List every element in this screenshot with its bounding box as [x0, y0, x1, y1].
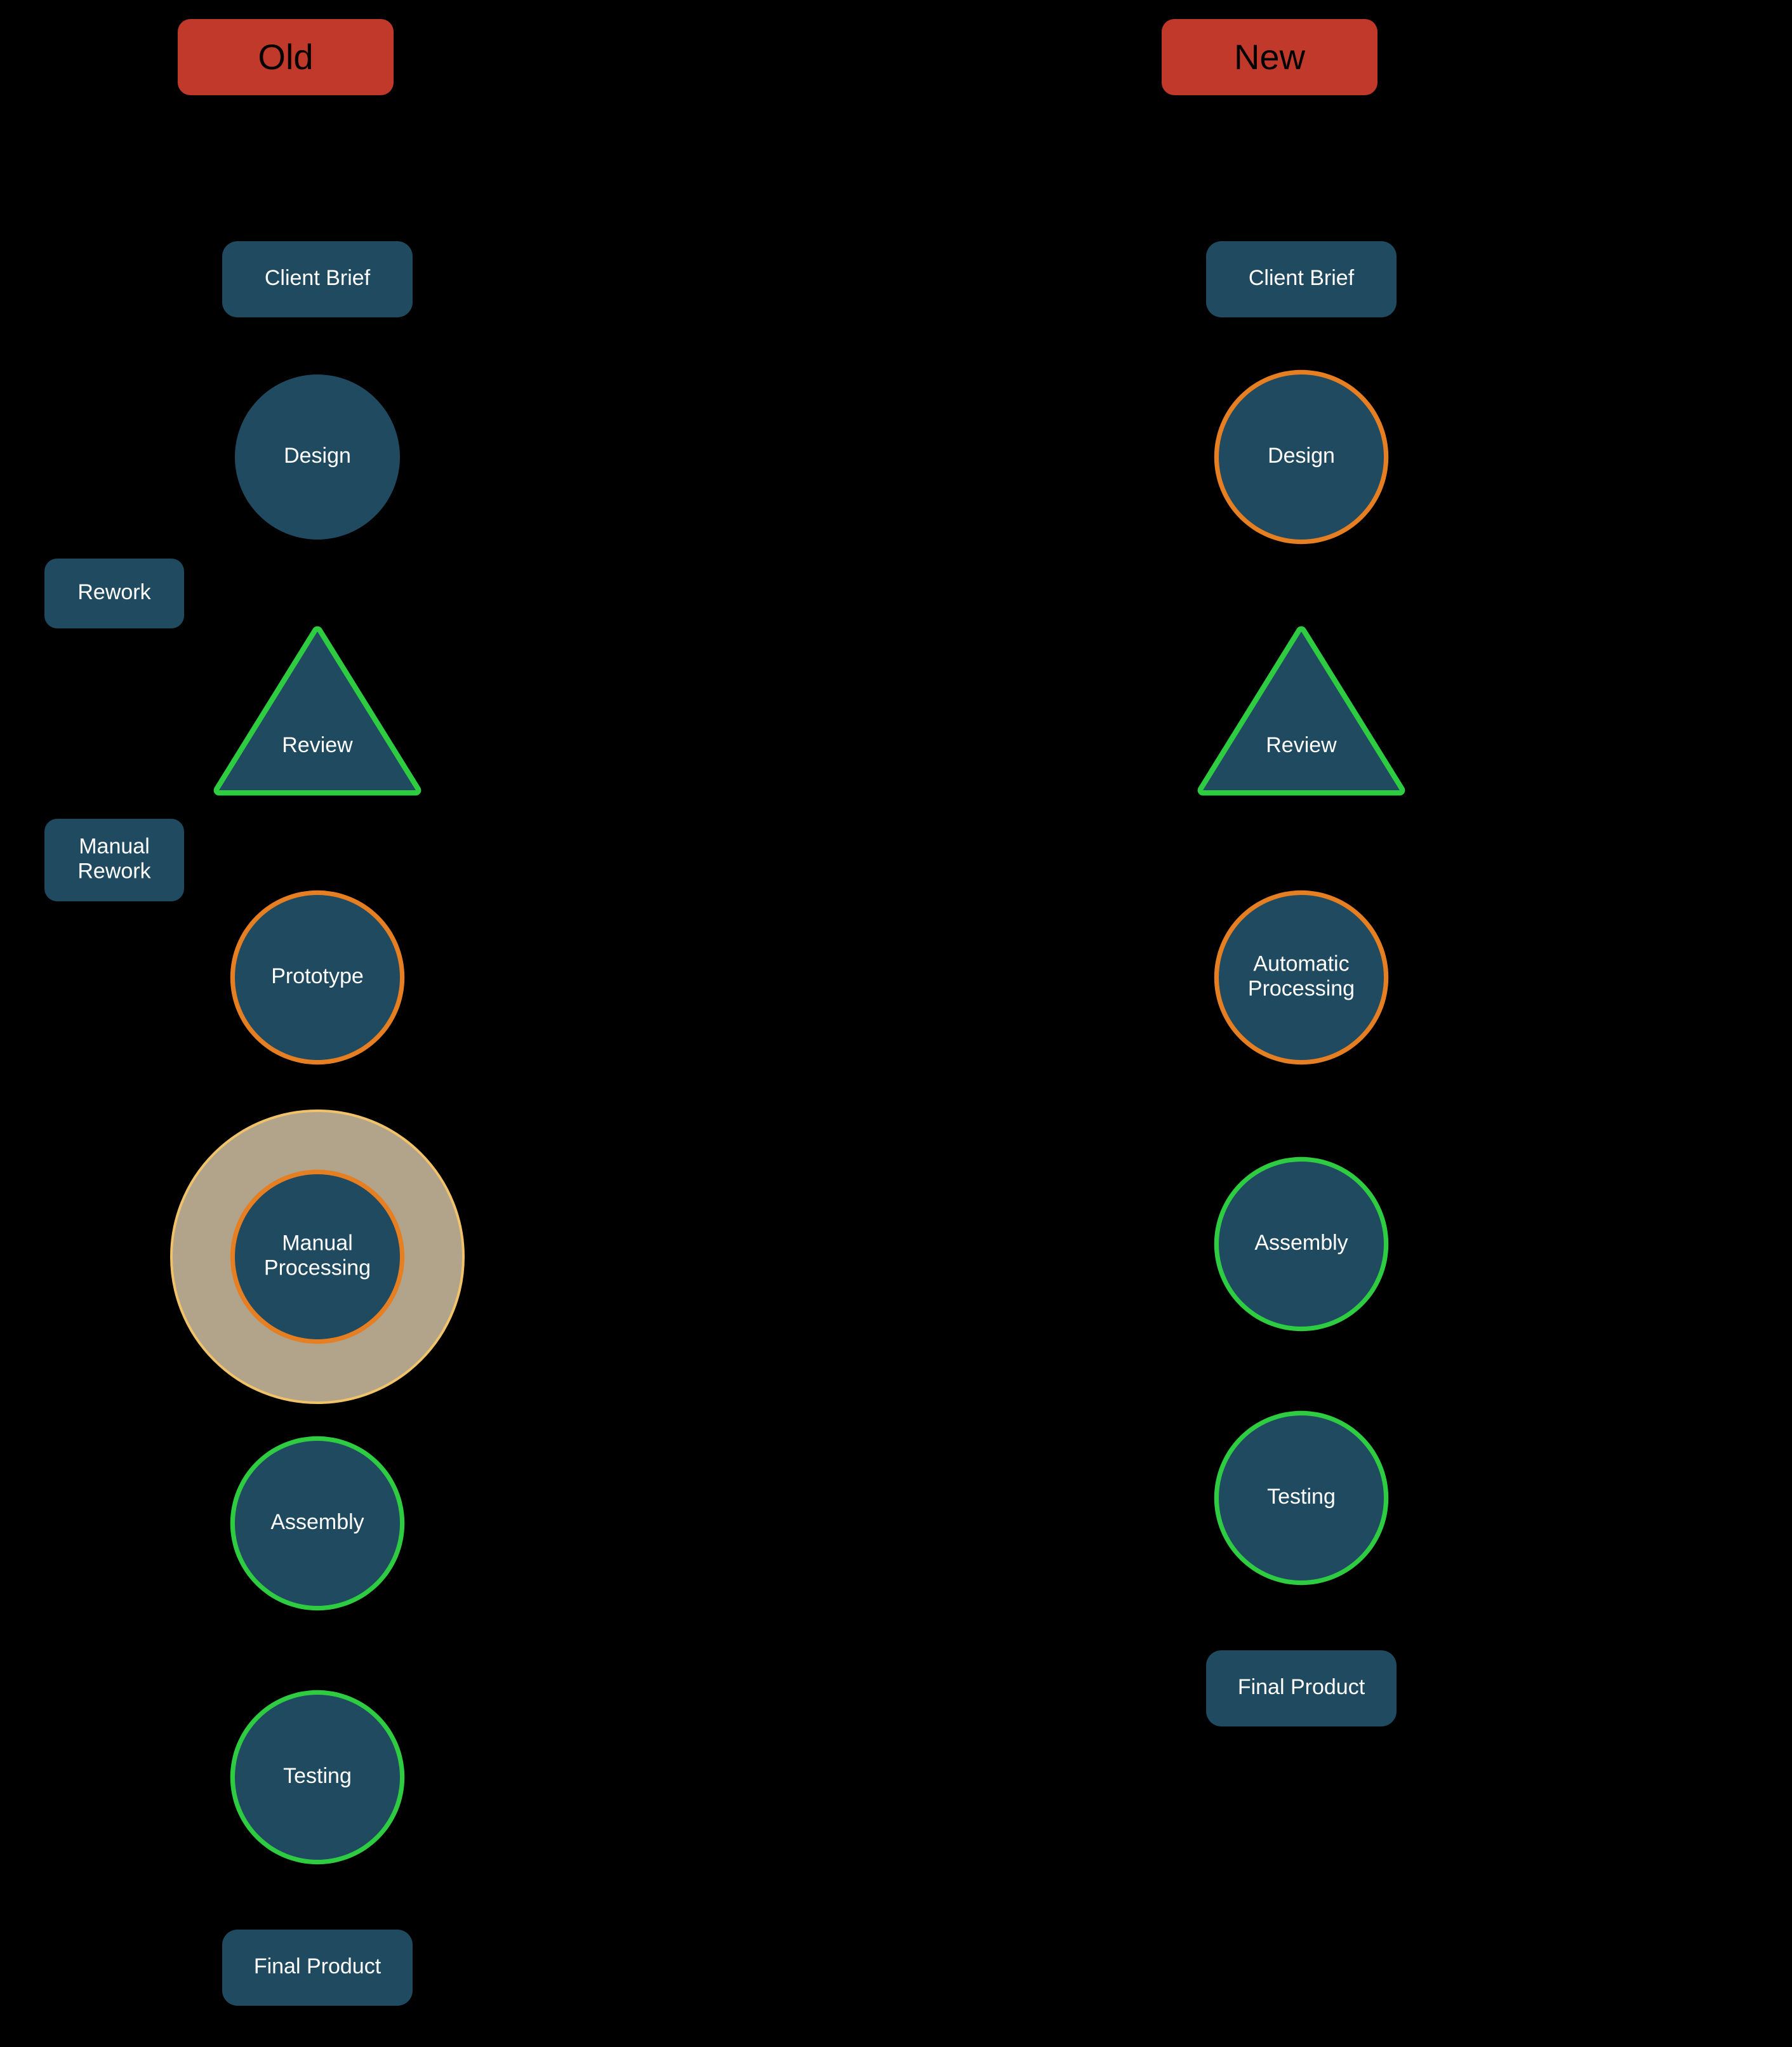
node-o-mrework: ManualRework [44, 819, 184, 901]
node-o-rework-label-0: Rework [77, 580, 151, 604]
node-n-testing-label-0: Testing [1267, 1485, 1336, 1509]
co-old-line-2: require Physical [617, 599, 780, 625]
node-o-design-label-0: Design [284, 444, 351, 468]
node-n-auto: AutomaticProcessing [1214, 891, 1388, 1064]
node-n-design: Design [1214, 370, 1388, 544]
node-o-review-label-0: Review [282, 733, 353, 757]
co-new-line-1: Scehmatics and Digital [1534, 570, 1767, 596]
node-n-review-label-0: Review [1266, 733, 1337, 757]
co-new-line-0: 2D +3D CAD [1584, 541, 1716, 567]
node-o-brief: Client Brief [222, 241, 413, 317]
node-n-final: Final Product [1206, 1650, 1397, 1726]
node-o-manual: ManualProcessing [171, 1111, 463, 1403]
node-o-mrework-label-1: Rework [77, 859, 151, 884]
node-n-assembly-label-0: Assembly [1254, 1231, 1348, 1255]
node-o-final-label-0: Final Product [254, 1954, 382, 1978]
node-n-assembly: Assembly [1214, 1157, 1388, 1331]
node-o-rework: Rework [44, 559, 184, 628]
node-n-brief-label-0: Client Brief [1249, 266, 1355, 290]
node-o-proto-label-0: Prototype [271, 964, 364, 988]
node-n-brief: Client Brief [1206, 241, 1397, 317]
node-o-design: Design [235, 374, 400, 540]
co-new-line-3: Digital Prototype [1567, 627, 1734, 653]
node-o-manual-label-1: Processing [264, 1256, 371, 1280]
co-old-line-3: Prototype [649, 627, 747, 653]
node-n-auto-label-1: Processing [1248, 977, 1355, 1001]
node-o-testing: Testing [230, 1690, 404, 1864]
node-o-assembly-label-0: Assembly [270, 1510, 364, 1534]
node-n-final-label-0: Final Product [1238, 1675, 1365, 1699]
node-o-proto: Prototype [230, 891, 404, 1064]
node-n-auto-label-0: Automatic [1253, 951, 1349, 976]
co-old-line-0: 2D Schematics provide [581, 541, 816, 567]
node-o-brief-label-0: Client Brief [265, 266, 371, 290]
hdr-new-label: New [1234, 37, 1306, 77]
co-new-line-2: Twin which generate a [1537, 599, 1765, 625]
node-o-manual-label-0: Manual [282, 1231, 353, 1255]
hdr-old-label: Old [258, 37, 313, 77]
node-o-final: Final Product [222, 1930, 413, 2006]
co-old-line-1: Electrical Design but [594, 570, 802, 596]
node-o-testing-label-0: Testing [283, 1764, 352, 1788]
node-o-mrework-label-0: Manual [79, 834, 150, 858]
node-o-assembly: Assembly [230, 1436, 404, 1610]
node-n-design-label-0: Design [1268, 444, 1335, 468]
node-n-testing: Testing [1214, 1411, 1388, 1585]
